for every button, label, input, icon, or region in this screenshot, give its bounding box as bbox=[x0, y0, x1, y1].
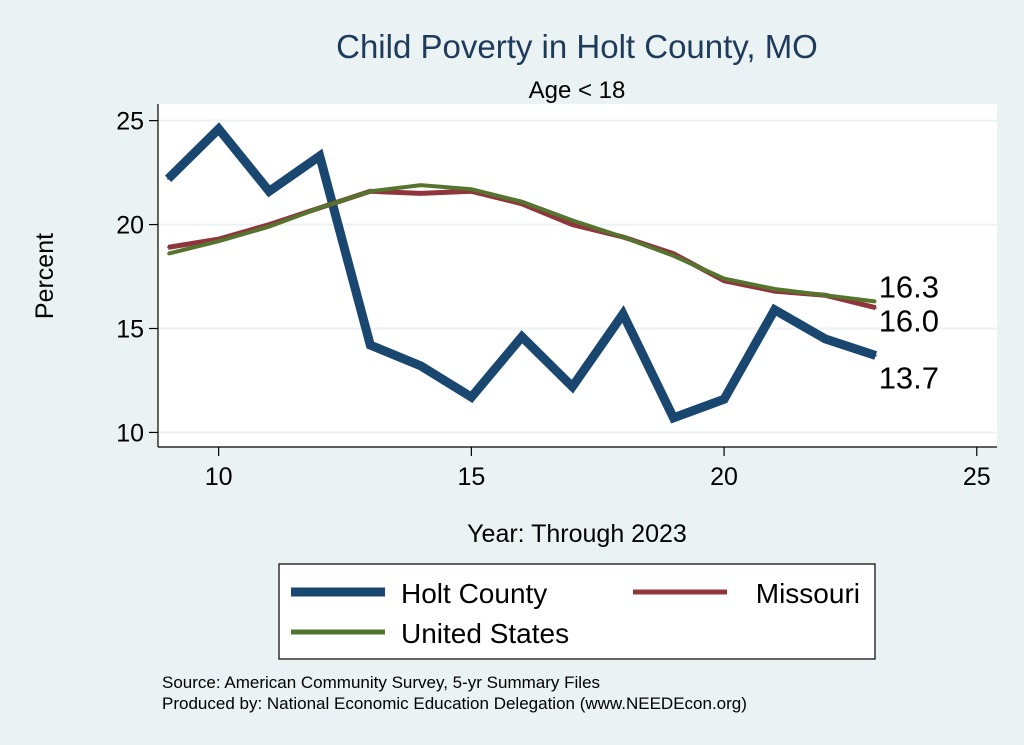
data-point-holt-county bbox=[773, 308, 776, 311]
y-tick-label: 20 bbox=[116, 212, 144, 240]
y-tick-label: 25 bbox=[116, 108, 144, 136]
plot-area bbox=[158, 104, 997, 447]
data-point-holt-county bbox=[723, 398, 726, 401]
data-point-holt-county bbox=[369, 344, 372, 347]
data-point-missouri bbox=[874, 306, 877, 309]
data-point-united-states bbox=[874, 300, 877, 303]
data-point-united-states bbox=[217, 240, 220, 243]
data-point-united-states bbox=[571, 219, 574, 222]
x-axis-label: Year: Through 2023 bbox=[467, 520, 687, 548]
data-point-united-states bbox=[167, 252, 170, 255]
data-point-holt-county bbox=[318, 155, 321, 157]
data-point-holt-county bbox=[419, 364, 422, 367]
legend-label-united-states: United States bbox=[401, 618, 569, 649]
legend-box bbox=[278, 563, 876, 660]
data-point-holt-county bbox=[874, 354, 877, 357]
data-point-united-states bbox=[268, 225, 271, 228]
end-label-missouri: 16.0 bbox=[879, 304, 939, 339]
x-tick-label: 15 bbox=[457, 463, 485, 491]
legend-label-missouri: Missouri bbox=[756, 578, 860, 609]
data-point-united-states bbox=[520, 200, 523, 203]
produced-by-note: Produced by: National Economic Education… bbox=[162, 694, 747, 713]
data-point-missouri bbox=[571, 223, 574, 226]
data-point-holt-county bbox=[672, 416, 675, 419]
data-point-holt-county bbox=[167, 177, 170, 180]
x-tick-label: 25 bbox=[963, 463, 991, 491]
y-axis-label: Percent bbox=[31, 233, 59, 319]
data-point-missouri bbox=[167, 246, 170, 249]
legend: Holt County Missouri United States bbox=[278, 563, 876, 660]
data-point-holt-county bbox=[217, 127, 220, 130]
y-tick-label: 10 bbox=[116, 419, 144, 447]
data-point-united-states bbox=[723, 277, 726, 280]
axes bbox=[157, 104, 997, 448]
data-point-united-states bbox=[419, 184, 422, 187]
y-ticks: 10 15 20 25 bbox=[116, 108, 158, 447]
data-point-united-states bbox=[318, 206, 321, 209]
data-point-united-states bbox=[470, 188, 473, 191]
data-point-united-states bbox=[369, 190, 372, 193]
x-ticks: 10 15 20 25 bbox=[205, 447, 991, 491]
x-tick-label: 10 bbox=[205, 463, 233, 491]
end-label-holt-county: 13.7 bbox=[879, 361, 939, 396]
data-point-holt-county bbox=[824, 337, 827, 340]
data-point-united-states bbox=[672, 254, 675, 257]
data-point-united-states bbox=[622, 236, 624, 238]
chart-subtitle: Age < 18 bbox=[529, 77, 626, 104]
data-point-holt-county bbox=[520, 335, 523, 338]
data-point-holt-county bbox=[622, 313, 624, 315]
data-point-holt-county bbox=[571, 385, 574, 388]
data-point-missouri bbox=[419, 192, 422, 195]
x-tick-label: 20 bbox=[710, 463, 738, 491]
chart-title: Child Poverty in Holt County, MO bbox=[336, 28, 818, 65]
data-point-holt-county bbox=[470, 396, 473, 399]
end-label-united-states: 16.3 bbox=[879, 269, 939, 304]
series-layer bbox=[164, 122, 878, 424]
legend-label-holt-county: Holt County bbox=[401, 578, 547, 609]
source-note: Source: American Community Survey, 5-yr … bbox=[162, 673, 600, 692]
data-point-united-states bbox=[773, 288, 776, 290]
y-tick-label: 15 bbox=[116, 316, 144, 344]
data-point-united-states bbox=[824, 294, 827, 297]
end-labels: 13.7 16.016.3 bbox=[879, 269, 939, 395]
data-point-holt-county bbox=[268, 190, 271, 193]
